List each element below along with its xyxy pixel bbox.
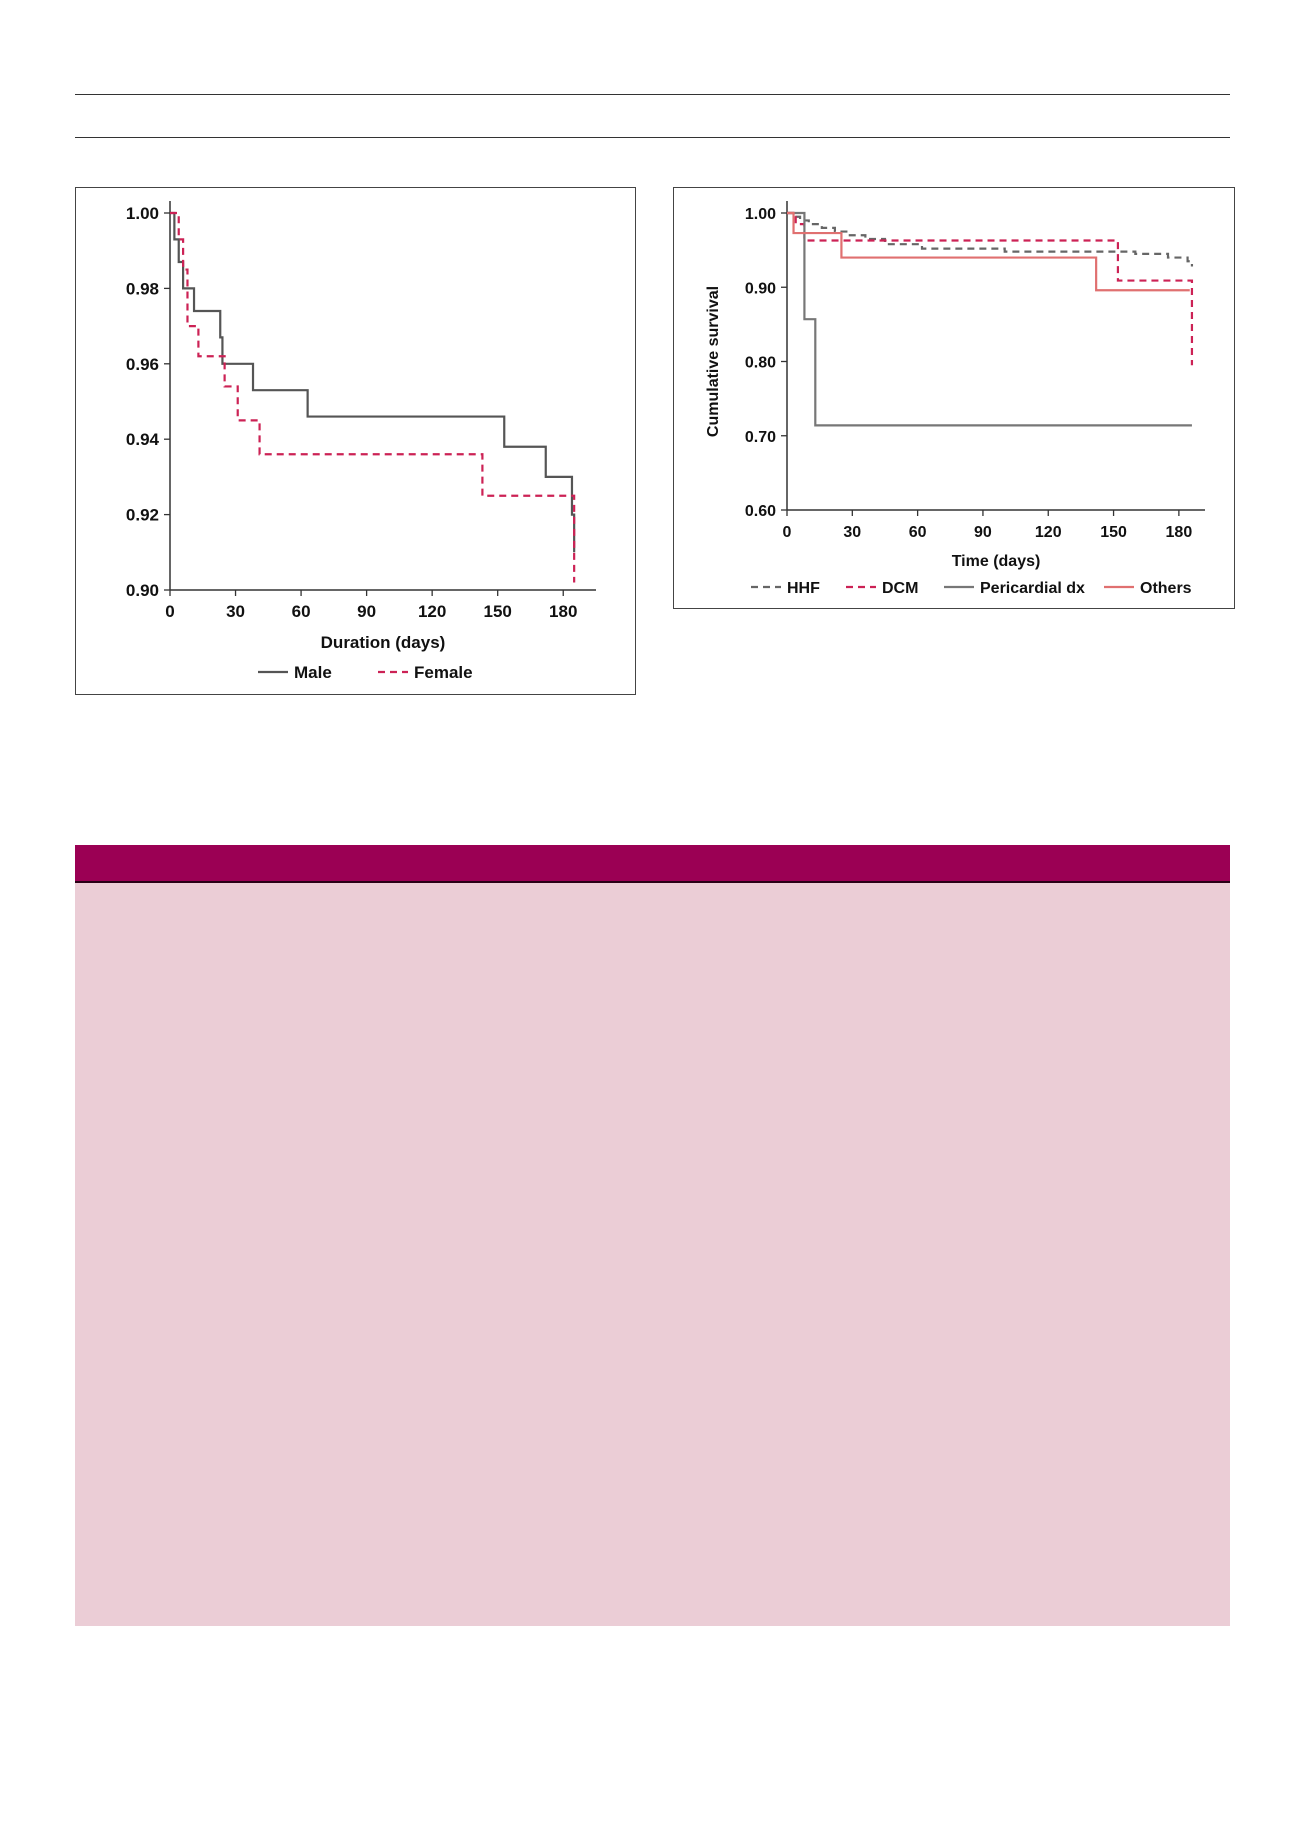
- x-tick-label: 180: [549, 602, 577, 621]
- legend-label: DCM: [882, 580, 918, 597]
- header-rule-top: [75, 94, 1230, 95]
- survival-chart-by-diagnosis: 1.00 0.90 0.80 0.70 0.60 0 30 60 90 120 150 180 Time…: [705, 201, 1205, 597]
- table-body-panel: [75, 883, 1230, 1626]
- y-tick-label: 0.94: [126, 430, 160, 449]
- legend-label: HHF: [787, 580, 820, 597]
- y-tick-label: 0.70: [745, 429, 776, 446]
- y-tick-label: 0.90: [126, 581, 159, 600]
- series-line-others: [787, 211, 1190, 292]
- y-tick-label: 0.80: [745, 355, 776, 372]
- x-tick-label: 30: [226, 602, 245, 621]
- x-tick-label: 30: [843, 524, 861, 541]
- legend-label: Pericardial dx: [980, 580, 1085, 597]
- x-tick-label: 120: [418, 602, 446, 621]
- y-tick-label: 0.60: [745, 503, 776, 520]
- series-line-pericardial-dx: [787, 211, 1192, 427]
- x-tick-label: 0: [165, 602, 174, 621]
- y-tick-label: 1.00: [745, 206, 776, 223]
- legend-label: Male: [294, 663, 332, 682]
- x-axis-label: Duration (days): [321, 633, 446, 652]
- legend-label: Others: [1140, 580, 1192, 597]
- x-tick-label: 60: [909, 524, 927, 541]
- header-rule-bottom: [75, 137, 1230, 138]
- y-tick-label: 0.98: [126, 279, 159, 298]
- y-tick-label: 0.96: [126, 355, 159, 374]
- survival-chart-by-sex: 1.00 0.98 0.96 0.94 0.92 0.90 0 30 60 90 120 150 180…: [126, 201, 596, 682]
- x-tick-label: 120: [1035, 524, 1062, 541]
- figure-panel-left: 1.00 0.98 0.96 0.94 0.92 0.90 0 30 60 90 120 150 180…: [75, 187, 636, 695]
- x-axis-label: Time (days): [952, 553, 1041, 570]
- x-tick-label: 150: [484, 602, 512, 621]
- legend-label: Female: [414, 663, 473, 682]
- series-line-dcm: [787, 211, 1194, 366]
- y-axis-label: Cumulative survival: [705, 286, 722, 437]
- x-tick-label: 90: [357, 602, 376, 621]
- table-header-banner: [75, 845, 1230, 883]
- x-tick-label: 90: [974, 524, 992, 541]
- series-line-male: [170, 211, 576, 553]
- x-tick-label: 150: [1100, 524, 1127, 541]
- series-line-hhf: [787, 211, 1194, 267]
- y-tick-label: 1.00: [126, 204, 159, 223]
- x-tick-label: 0: [783, 524, 792, 541]
- figure-panel-right: 1.00 0.90 0.80 0.70 0.60 0 30 60 90 120 150 180 Time…: [673, 187, 1235, 609]
- y-tick-label: 0.92: [126, 506, 159, 525]
- y-tick-label: 0.90: [745, 280, 776, 297]
- x-tick-label: 180: [1166, 524, 1193, 541]
- x-tick-label: 60: [292, 602, 311, 621]
- series-line-female: [170, 211, 576, 583]
